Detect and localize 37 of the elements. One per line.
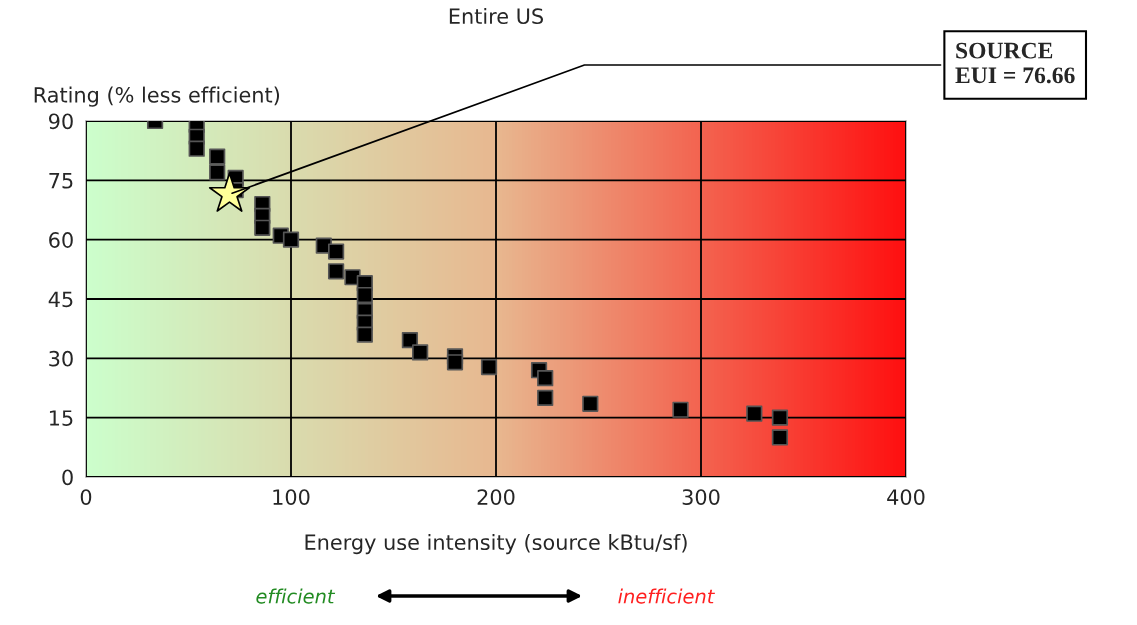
point — [188, 140, 205, 157]
point — [672, 401, 689, 418]
point — [209, 164, 226, 181]
y-tick-label: 30 — [49, 350, 73, 367]
y-tick-label: 0 — [62, 469, 73, 486]
point — [209, 148, 226, 165]
y-axis-title: Rating (% less efficient) — [34, 86, 280, 107]
chart-title: Entire US — [449, 7, 544, 25]
point — [327, 263, 345, 280]
point — [412, 344, 429, 361]
x-tick-label: 0 — [80, 489, 92, 505]
y-tick-label: 15 — [49, 410, 73, 426]
point — [254, 219, 271, 236]
point — [327, 243, 345, 260]
y-tick-label: 90 — [49, 113, 73, 130]
point — [746, 405, 763, 422]
text: inefficient — [618, 588, 715, 604]
point — [356, 326, 373, 343]
point — [480, 358, 498, 376]
y-tick-label: 45 — [48, 291, 73, 308]
x-tick-label: 400 — [887, 489, 925, 505]
x-axis-title: Energy use intensity (source kBtu/sf) — [305, 533, 687, 555]
text: efficient — [256, 588, 336, 604]
x-tick-label: 200 — [477, 489, 515, 505]
point — [537, 369, 554, 387]
annotation: SOURCE EUI = 76.66 — [955, 42, 1075, 84]
point — [771, 409, 789, 426]
point — [356, 286, 373, 304]
point — [582, 395, 599, 412]
point — [537, 389, 554, 407]
point — [446, 354, 464, 371]
x-tick-label: 100 — [273, 489, 310, 505]
x-tick-label: 300 — [682, 489, 720, 505]
point — [282, 231, 300, 248]
point — [771, 429, 789, 446]
y-tick-label: 60 — [49, 232, 73, 248]
y-tick-label: 75 — [49, 173, 73, 189]
